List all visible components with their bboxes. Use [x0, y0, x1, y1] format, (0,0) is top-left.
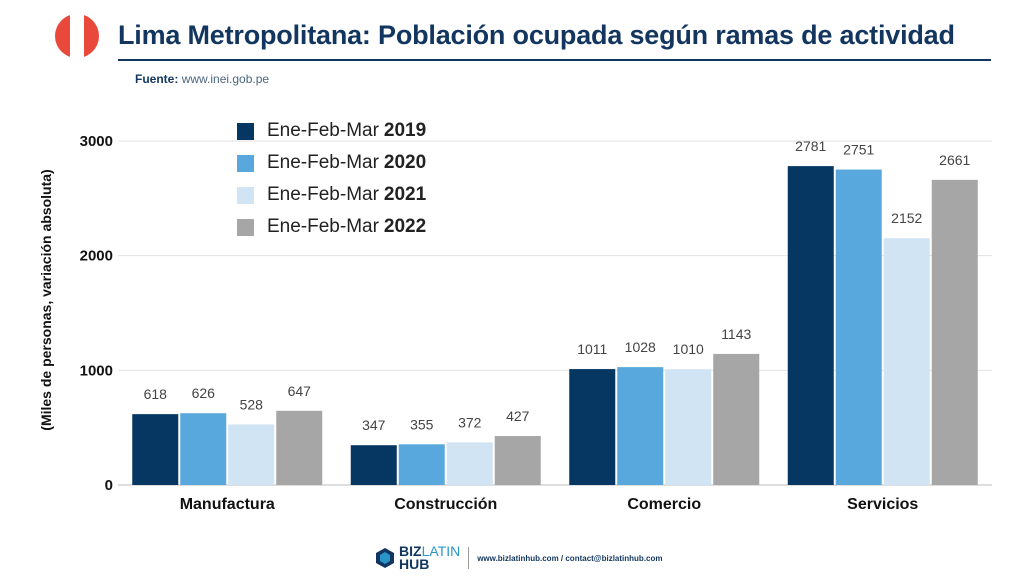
bar-comercio-2021 — [665, 369, 712, 485]
footer-contact[interactable]: www.bizlatinhub.com / contact@bizlatinhu… — [477, 553, 663, 563]
data-label: 1010 — [673, 341, 704, 357]
legend-item-2021: Ene-Feb-Mar 2021 — [237, 179, 426, 211]
data-label: 355 — [410, 416, 434, 432]
bar-servicios-2020 — [835, 169, 882, 485]
bar-servicios-2022 — [931, 179, 978, 485]
legend-prefix: Ene-Feb-Mar — [267, 120, 379, 141]
page-title: Lima Metropolitana: Población ocupada se… — [118, 20, 955, 50]
source-label: Fuente: — [135, 72, 179, 86]
data-label: 2661 — [939, 152, 970, 168]
x-tick-label: Servicios — [847, 496, 918, 513]
brand-biz: BIZ — [399, 543, 422, 559]
flag-stripe-right — [84, 14, 99, 58]
bar-servicios-2019 — [787, 166, 834, 485]
data-label: 528 — [240, 396, 264, 412]
bar-comercio-2020 — [617, 367, 664, 485]
y-tick-label: 0 — [105, 477, 113, 494]
brand-hub: HUB — [399, 556, 430, 572]
bar-manufactura-2020 — [180, 413, 227, 485]
legend-swatch-2021 — [237, 186, 254, 204]
data-label: 2152 — [891, 210, 922, 226]
data-label: 1028 — [625, 339, 656, 355]
legend-year: 2019 — [383, 120, 427, 141]
flag-stripe-center — [69, 14, 85, 58]
x-tick-label: Construcción — [394, 496, 497, 513]
bars — [132, 166, 978, 485]
y-tick-label: 2000 — [80, 248, 113, 265]
bar-servicios-2021 — [883, 238, 930, 485]
legend-item-2020: Ene-Feb-Mar 2020 — [237, 147, 426, 179]
data-label: 647 — [288, 383, 312, 399]
data-label: 2781 — [795, 138, 826, 154]
data-label: 2751 — [843, 142, 874, 158]
data-labels: 618 626 528 647 347 355 372 427 1011 1028 1010 1143… — [144, 138, 971, 433]
chart-legend: Ene-Feb-Mar 2019 Ene-Feb-Mar 2020 Ene-Fe… — [237, 115, 426, 243]
data-label: 347 — [362, 417, 386, 433]
brand-name: BIZLATIN HUB — [399, 543, 461, 572]
legend-prefix: Ene-Feb-Mar — [267, 152, 379, 173]
bar-construcción-2022 — [494, 436, 541, 485]
bar-comercio-2022 — [713, 353, 760, 485]
x-tick-label: Manufactura — [180, 496, 275, 513]
y-axis-label: (Miles de personas, variación absoluta) — [38, 169, 54, 431]
bizlatinhub-logo[interactable]: BIZLATIN HUB — [375, 543, 461, 572]
data-label: 1011 — [577, 341, 607, 357]
legend-year: 2022 — [383, 216, 427, 237]
data-label: 372 — [458, 414, 482, 430]
legend-swatch-2020 — [237, 154, 254, 172]
legend-year: 2020 — [383, 152, 427, 173]
data-label: 1143 — [721, 326, 751, 342]
legend-prefix: Ene-Feb-Mar — [267, 184, 379, 205]
legend-swatch-2019 — [237, 122, 254, 140]
data-label: 626 — [192, 385, 216, 401]
bar-construcción-2019 — [350, 445, 397, 485]
peru-flag-icon — [55, 14, 99, 58]
title-divider — [118, 59, 991, 61]
bar-construcción-2020 — [398, 444, 445, 485]
legend-prefix: Ene-Feb-Mar — [267, 216, 379, 237]
data-label: 618 — [144, 386, 168, 402]
source-link[interactable]: www.inei.gob.pe — [181, 72, 270, 86]
footer: BIZLATIN HUB www.bizlatinhub.com / conta… — [375, 543, 663, 572]
bar-construcción-2021 — [446, 442, 493, 485]
x-axis-ticks: Manufactura Construcción Comercio Servicios — [180, 496, 919, 513]
x-tick-label: Comercio — [627, 496, 701, 513]
flag-stripe-left — [55, 14, 70, 58]
legend-year: 2021 — [383, 184, 427, 205]
bar-manufactura-2019 — [132, 414, 179, 485]
bar-comercio-2019 — [569, 369, 616, 485]
source-line: Fuente: www.inei.gob.pe — [135, 72, 269, 86]
bar-manufactura-2022 — [276, 410, 323, 485]
y-tick-label: 1000 — [80, 362, 113, 379]
data-label: 427 — [506, 408, 530, 424]
footer-divider — [468, 547, 470, 569]
legend-item-2022: Ene-Feb-Mar 2022 — [237, 211, 426, 243]
legend-swatch-2022 — [237, 218, 254, 236]
y-axis-ticks: 0 1000 2000 3000 — [80, 133, 113, 494]
hexagon-logo-icon — [376, 548, 394, 568]
y-tick-label: 3000 — [80, 133, 113, 150]
bar-manufactura-2021 — [228, 424, 275, 485]
legend-item-2019: Ene-Feb-Mar 2019 — [237, 115, 426, 147]
brand-latin: LATIN — [421, 543, 461, 559]
